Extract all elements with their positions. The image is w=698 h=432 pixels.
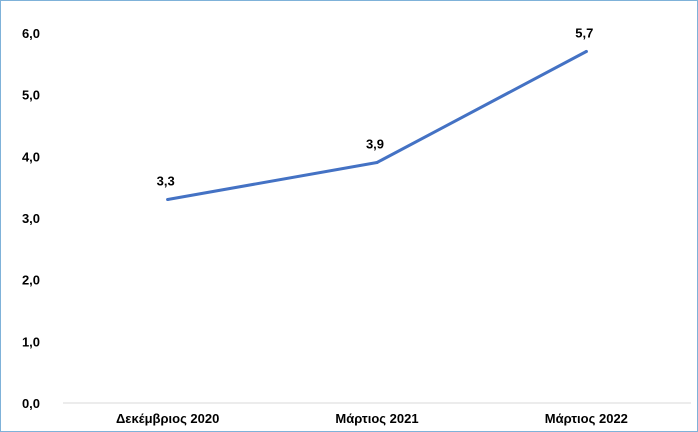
y-tick-label: 6,0 [22, 26, 40, 41]
x-axis-labels: Δεκέμβριος 2020 Μάρτιος 2021 Μάρτιος 2022 [116, 411, 628, 426]
x-tick-label: Δεκέμβριος 2020 [116, 411, 219, 426]
data-point [166, 198, 170, 201]
data-label: 3,3 [157, 174, 175, 189]
data-label: 5,7 [575, 26, 593, 41]
y-tick-label: 2,0 [22, 273, 40, 288]
data-point [375, 161, 379, 164]
y-tick-label: 5,0 [22, 88, 40, 103]
x-tick-label: Μάρτιος 2021 [335, 411, 418, 426]
series-line [166, 50, 588, 201]
data-point [584, 50, 588, 53]
y-tick-label: 4,0 [22, 149, 40, 164]
data-label: 3,9 [366, 137, 384, 152]
y-tick-label: 1,0 [22, 334, 40, 349]
y-tick-label: 0,0 [22, 396, 40, 411]
data-labels: 3,3 3,9 5,7 [157, 26, 593, 201]
y-tick-label: 3,0 [22, 211, 40, 226]
x-tick-label: Μάρτιος 2022 [545, 411, 628, 426]
y-axis-labels: 0,0 1,0 2,0 3,0 4,0 5,0 6,0 [22, 26, 40, 411]
